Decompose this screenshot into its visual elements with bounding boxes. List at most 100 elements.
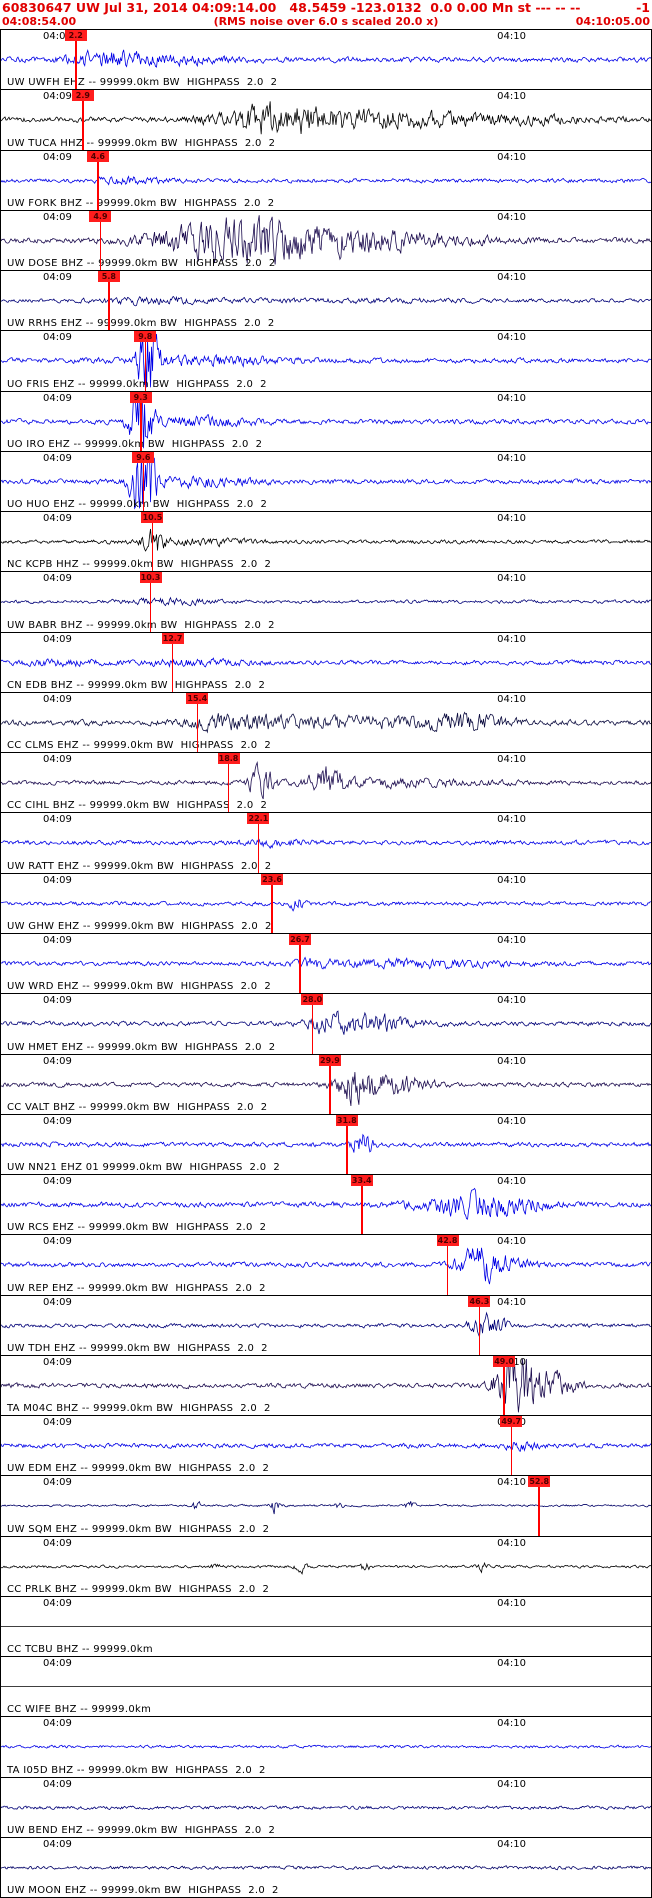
pick-line[interactable] [311, 994, 314, 1054]
pick-line[interactable] [329, 1054, 331, 1114]
trace-panel[interactable]: 04:09 04:10 UW WRD EHZ -- 99999.0km BW H… [1, 933, 651, 995]
pick-line[interactable] [99, 210, 102, 271]
pick-flag[interactable]: 9.3 [129, 391, 152, 403]
pick-line[interactable] [140, 391, 142, 451]
pick-line[interactable] [149, 572, 152, 632]
pick-line[interactable] [82, 90, 84, 150]
pick-flag[interactable]: 5.8 [97, 271, 120, 283]
trace-panel[interactable]: 04:09 04:10 CC TCBU BHZ -- 99999.0km [1, 1596, 651, 1658]
trace-panel[interactable]: 04:09 04:10 UW FORK BHZ -- 99999.0km BW … [1, 150, 651, 211]
pick-flag[interactable]: 10.5 [141, 512, 164, 524]
time-label-left: 04:09 [43, 633, 72, 645]
pick-flag[interactable]: 15.4 [186, 692, 209, 704]
pick-line[interactable] [361, 1175, 363, 1235]
trace-panel[interactable]: 04:09 04:10 UW UWFH EHZ -- 99999.0km BW … [1, 30, 651, 91]
pick-line[interactable] [503, 1355, 505, 1416]
pick-flag[interactable]: 52.8 [528, 1476, 551, 1488]
trace-panel[interactable]: 04:09 04:10 UW RRHS EHZ -- 99999.0km BW … [1, 271, 651, 332]
pick-line[interactable] [346, 1114, 348, 1175]
pick-line[interactable] [538, 1476, 540, 1536]
trace-panel[interactable]: 04:09 04:10 TA M04C BHZ -- 99999.0km BW … [1, 1355, 651, 1417]
time-label-right: 04:10 [497, 211, 526, 223]
pick-line[interactable] [299, 933, 301, 994]
pick-flag[interactable]: 23.6 [261, 873, 284, 885]
time-label-right: 04:10 [497, 1658, 526, 1670]
time-label-left: 04:09 [43, 1477, 72, 1489]
pick-flag[interactable]: 22.1 [247, 813, 270, 825]
pick-flag[interactable]: 28.0 [301, 994, 324, 1006]
pick-flag[interactable]: 18.8 [217, 753, 240, 765]
time-label-left: 04:09 [43, 1115, 72, 1127]
pick-line[interactable] [196, 692, 199, 753]
pick-line[interactable] [227, 753, 230, 813]
station-label: UW WRD EHZ -- 99999.0km BW HIGHPASS 2.0 … [7, 981, 272, 993]
pick-flag[interactable]: 9.8 [134, 331, 157, 343]
pick-line[interactable] [446, 1235, 449, 1295]
pick-line[interactable] [478, 1295, 481, 1355]
pick-flag[interactable]: 49.0 [493, 1355, 516, 1367]
pick-flag[interactable]: 29.9 [318, 1054, 341, 1066]
trace-panel[interactable]: 04:09 04:10 CC VALT BHZ -- 99999.0km BW … [1, 1054, 651, 1115]
trace-panel[interactable]: 04:09 04:10 UO FRIS EHZ -- 99999.0km BW … [1, 331, 651, 392]
pick-flag[interactable]: 4.9 [89, 210, 112, 222]
trace-panel[interactable]: 04:09 04:10 UW RATT EHZ -- 99999.0km BW … [1, 813, 651, 874]
trace-panel[interactable]: 04:09 04:10 UW TUCA HHZ -- 99999.0km BW … [1, 90, 651, 151]
trace-panel[interactable]: 04:09 04:10 UO IRO EHZ -- 99999.0km BW H… [1, 391, 651, 452]
pick-line[interactable] [75, 30, 77, 90]
pick-line[interactable] [108, 271, 110, 331]
pick-line[interactable] [142, 451, 145, 512]
pick-flag[interactable]: 46.3 [468, 1295, 491, 1307]
pick-line[interactable] [271, 873, 273, 933]
pick-flag[interactable]: 12.7 [161, 632, 184, 644]
waveform [1, 1501, 651, 1515]
pick-flag[interactable]: 2.9 [71, 90, 94, 102]
trace-panel[interactable]: 04:09 04:10 UW NN21 EHZ 01 99999.0km BW … [1, 1114, 651, 1176]
pick-flag[interactable]: 10.3 [139, 572, 162, 584]
trace-panel[interactable]: 04:09 04:10 TA I05D BHZ -- 99999.0km BW … [1, 1717, 651, 1778]
pick-line[interactable] [171, 632, 174, 692]
pick-line[interactable] [151, 512, 154, 572]
trace-panel[interactable]: 04:09 04:10 UW REP EHZ -- 99999.0km BW H… [1, 1235, 651, 1296]
station-label: CC WIFE BHZ -- 99999.0km [7, 1704, 152, 1716]
waveform [1, 454, 651, 510]
trace-panel[interactable]: 04:09 04:10 UO HUO EHZ -- 99999.0km BW H… [1, 451, 651, 513]
trace-panel[interactable]: 04:09 04:10 CN EDB BHZ -- 99999.0km BW H… [1, 632, 651, 693]
event-flag: -1 [636, 0, 650, 15]
pick-line[interactable] [144, 331, 147, 391]
time-label-right: 04:10 [497, 693, 526, 705]
pick-line[interactable] [97, 150, 99, 210]
trace-panel[interactable]: 04:09 04:10 NC KCPB HHZ -- 99999.0km BW … [1, 512, 651, 573]
time-label-left: 04:09 [43, 1537, 72, 1549]
time-label-right: 04:10 [497, 1055, 526, 1067]
pick-flag[interactable]: 33.4 [350, 1175, 373, 1187]
station-label: NC KCPB HHZ -- 99999.0km BW HIGHPASS 2.0… [7, 559, 272, 571]
pick-flag[interactable]: 2.2 [64, 30, 87, 41]
waveform [1, 596, 651, 607]
time-label-right: 04:10 [497, 573, 526, 585]
pick-flag[interactable]: 26.7 [289, 933, 311, 945]
trace-panel[interactable]: 04:09 04:10 UW GHW EHZ -- 99999.0km BW H… [1, 873, 651, 934]
trace-panel[interactable]: 04:09 04:10 CC PRLK BHZ -- 99999.0km BW … [1, 1536, 651, 1597]
trace-panel[interactable]: 04:09 04:10 CC WIFE BHZ -- 99999.0km [1, 1657, 651, 1718]
pick-flag[interactable]: 9.6 [132, 451, 155, 463]
trace-panel[interactable]: 04:09 04:10 UW MOON EHZ -- 99999.0km BW … [1, 1837, 651, 1898]
trace-panel[interactable]: 04:09 04:10 UW HMET EHZ -- 99999.0km BW … [1, 994, 651, 1055]
pick-flag[interactable]: 42.8 [436, 1235, 459, 1247]
trace-panel[interactable]: 04:09 04:10 CC CIHL BHZ -- 99999.0km BW … [1, 753, 651, 814]
trace-panel[interactable]: 04:09 04:10 UW BEND EHZ -- 99999.0km BW … [1, 1777, 651, 1838]
trace-panel[interactable]: 04:09 04:10 UW RCS EHZ -- 99999.0km BW H… [1, 1175, 651, 1236]
pick-flag[interactable]: 4.6 [86, 150, 109, 162]
pick-line[interactable] [510, 1416, 512, 1476]
trace-panel[interactable]: 04:09 04:10 UW BABR BHZ -- 99999.0km BW … [1, 572, 651, 633]
station-label: UW EDM EHZ -- 99999.0km BW HIGHPASS 2.0 … [7, 1463, 270, 1475]
station-label: UW REP EHZ -- 99999.0km BW HIGHPASS 2.0 … [7, 1282, 266, 1294]
trace-panel[interactable]: 04:09 04:10 UW EDM EHZ -- 99999.0km BW H… [1, 1416, 651, 1477]
pick-flag[interactable]: 31.8 [335, 1114, 358, 1126]
pick-flag[interactable]: 49.7 [500, 1416, 523, 1428]
pick-line[interactable] [257, 813, 260, 873]
trace-panel[interactable]: 04:09 04:10 UW DOSE BHZ -- 99999.0km BW … [1, 210, 651, 272]
trace-panel[interactable]: 04:09 04:10 UW SQM EHZ -- 99999.0km BW H… [1, 1476, 651, 1537]
time-label-right: 04:10 [497, 1778, 526, 1790]
trace-panel[interactable]: 04:09 04:10 UW TDH EHZ -- 99999.0km BW H… [1, 1295, 651, 1356]
trace-panel[interactable]: 04:09 04:10 CC CLMS EHZ -- 99999.0km BW … [1, 692, 651, 754]
